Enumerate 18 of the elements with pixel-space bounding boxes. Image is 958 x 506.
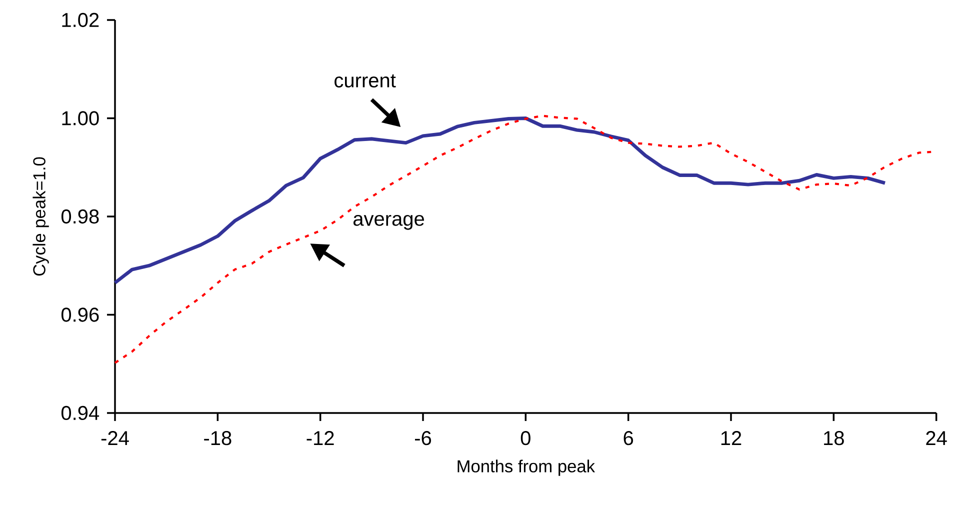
x-axis-title: Months from peak	[458, 460, 596, 476]
y-tick-label: 1.02	[62, 12, 99, 28]
x-tick-label: 18	[824, 431, 844, 446]
x-tick-label: -6	[414, 431, 432, 446]
y-tick-label: 1.00	[62, 111, 99, 126]
x-tick-label: -24	[101, 431, 129, 445]
y-tick-label: 0.94	[61, 406, 100, 420]
series-label: average	[354, 214, 424, 230]
x-tick-label: 6	[624, 431, 634, 446]
x-tick-label: 12	[721, 431, 742, 445]
y-tick-label: 0.96	[61, 308, 99, 322]
y-axis-title: Cycle peak=1.0	[32, 157, 49, 276]
x-tick-label: -18	[204, 431, 232, 446]
text: current	[334, 74, 396, 88]
x-tick-label: 24	[926, 431, 947, 445]
x-tick-label: -12	[306, 431, 334, 445]
y-tick-label: 0.98	[61, 209, 99, 224]
x-tick-label: 0	[520, 431, 530, 446]
